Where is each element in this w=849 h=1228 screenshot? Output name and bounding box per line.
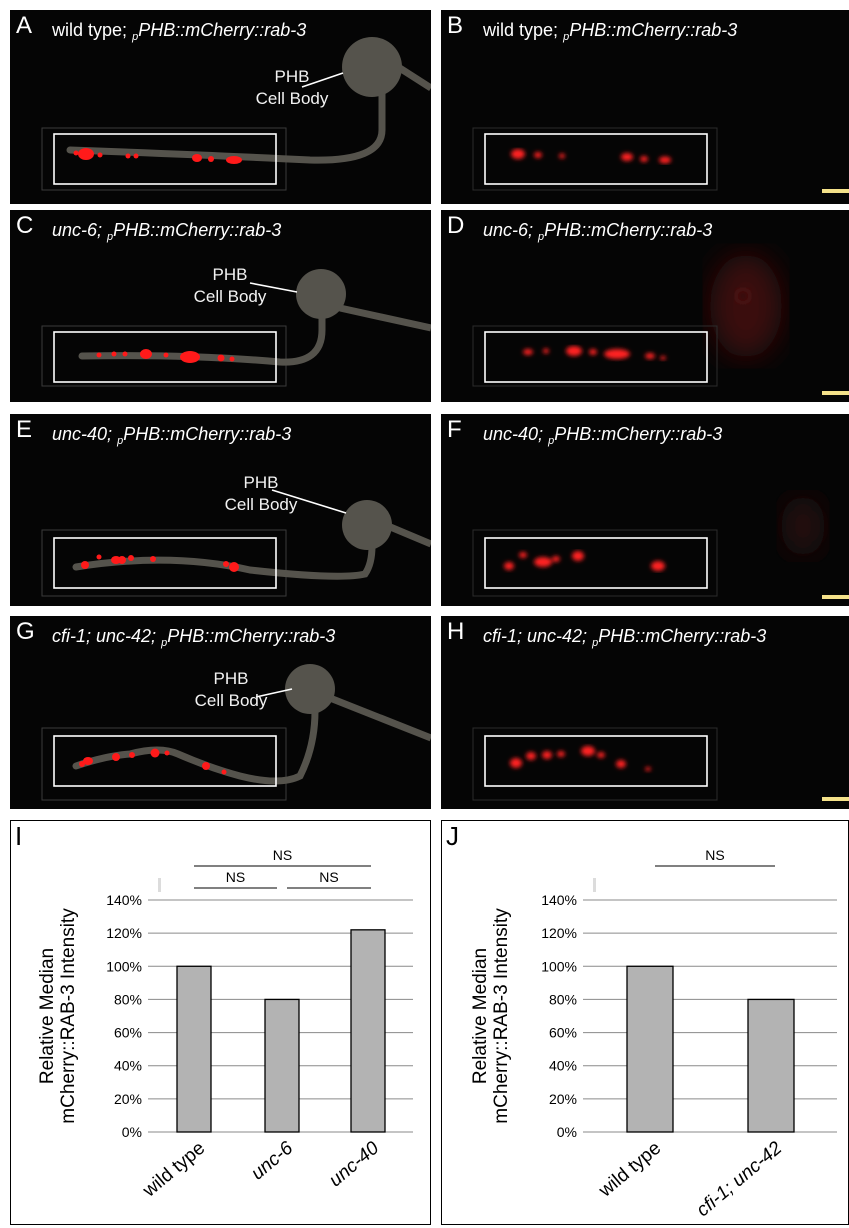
panel-title: cfi-1; unc-42; pPHB::mCherry::rab-3 [52, 626, 336, 649]
axis-mark [593, 878, 596, 892]
panel-label: A [16, 12, 33, 39]
cell-body-label: PHB Cell Body [194, 669, 268, 710]
panel-title: unc-6; pPHB::mCherry::rab-3 [52, 220, 282, 243]
y-tick-label: 100% [106, 958, 142, 974]
y-tick-label: 120% [541, 925, 577, 941]
y-axis-label: Relative MedianmCherry::RAB-3 Intensity [470, 908, 512, 1124]
panel-label: G [16, 618, 35, 645]
y-axis-label: Relative MedianmCherry::RAB-3 Intensity [37, 908, 79, 1124]
y-tick-label: 120% [106, 925, 142, 941]
micrograph [472, 727, 849, 801]
bar-chart-j: 0% 20% 40% 60% 80% 100% 120% 140% Relative Media… [470, 847, 837, 1221]
panel-label: H [447, 618, 465, 645]
micrograph [472, 496, 849, 599]
panel-title: wild type; pPHB::mCherry::rab-3 [52, 20, 307, 43]
y-tick-label: 60% [114, 1025, 142, 1041]
cell-body [296, 269, 346, 319]
panel-e-schematic: E unc-40; pPHB::mCherry::rab-3 PHB Cell B… [10, 414, 431, 606]
category-label: wild type [138, 1138, 209, 1202]
category-label: wild type [594, 1138, 665, 1202]
significance-label: NS [319, 869, 338, 885]
y-tick-label: 20% [114, 1091, 142, 1107]
significance-label: NS [226, 869, 245, 885]
cell-body-label: PHB Cell Body [255, 67, 329, 108]
panel-label: B [447, 12, 464, 39]
scale-bar [822, 391, 849, 395]
inset-box [53, 331, 277, 383]
neuron-schematic [41, 269, 431, 387]
micrograph [472, 254, 849, 395]
panel-a-schematic: A wild type; pPHB::mCherry::rab-3 PHB Cel… [10, 10, 431, 204]
category-label: cfi-1; unc-42 [693, 1137, 787, 1221]
y-tick-label: 40% [114, 1058, 142, 1074]
panel-title: cfi-1; unc-42; pPHB::mCherry::rab-3 [483, 626, 767, 649]
cell-body [342, 37, 402, 97]
bar [626, 965, 674, 1133]
y-tick-label: 60% [549, 1025, 577, 1041]
panel-label: J [446, 821, 459, 851]
bar [176, 965, 212, 1133]
axis-mark [158, 878, 161, 892]
panel-g-schematic: G cfi-1; unc-42; pPHB::mCherry::rab-3 PH… [10, 616, 431, 809]
panel-c-schematic: C unc-6; pPHB::mCherry::rab-3 PHB Cell Bo… [10, 210, 431, 402]
y-tick-label: 40% [549, 1058, 577, 1074]
panel-label: I [15, 821, 23, 851]
inset-box [53, 537, 277, 589]
y-tick-label: 80% [114, 991, 142, 1007]
neuron-schematic [41, 489, 431, 597]
panel-label: C [16, 212, 34, 239]
bar-chart-i: 0% 20% 40% 60% 80% 100% 120% 140% Relative Media… [37, 847, 413, 1202]
cell-body [285, 664, 335, 714]
panel-label: E [16, 416, 33, 443]
panel-f-micrograph: F unc-40; pPHB::mCherry::rab-3 [441, 414, 849, 606]
y-tick-label: 0% [557, 1124, 577, 1140]
scale-bar [822, 797, 849, 801]
panel-title: wild type; pPHB::mCherry::rab-3 [483, 20, 738, 43]
cell-body-label: PHB Cell Body [193, 265, 267, 306]
bar [264, 998, 300, 1133]
panel-label: F [447, 416, 462, 443]
category-label: unc-6 [247, 1137, 297, 1184]
y-tick-label: 20% [549, 1091, 577, 1107]
panel-label: D [447, 212, 465, 239]
chart-j-box: J 0% 20% 40% 60% 80% 100% 120% 140% Relative Med… [441, 820, 849, 1225]
cell-body-label: PHB Cell Body [224, 473, 298, 514]
chart-i-box: I 0% 20% 40% 60% 80% 100% 120% 140% Relative Med… [10, 820, 431, 1225]
micrograph [472, 127, 849, 193]
significance-label: NS [273, 847, 292, 863]
panel-b-micrograph: B wild type; pPHB::mCherry::rab-3 [441, 10, 849, 204]
bar [350, 929, 386, 1133]
y-tick-label: 80% [549, 991, 577, 1007]
y-tick-label: 0% [122, 1124, 142, 1140]
scale-bar [822, 189, 849, 193]
y-tick-label: 140% [106, 892, 142, 908]
significance-label: NS [705, 847, 724, 863]
panel-h-micrograph: H cfi-1; unc-42; pPHB::mCherry::rab-3 [441, 616, 849, 809]
neuron-schematic [41, 37, 431, 191]
bar [747, 998, 795, 1133]
cell-body [342, 500, 392, 550]
category-label: unc-40 [325, 1137, 383, 1191]
neuron-schematic [41, 664, 431, 801]
inset-box [53, 133, 277, 185]
inset-box [53, 735, 277, 787]
panel-title: unc-40; pPHB::mCherry::rab-3 [52, 424, 292, 447]
scale-bar [822, 595, 849, 599]
y-tick-label: 100% [541, 958, 577, 974]
panel-title: unc-40; pPHB::mCherry::rab-3 [483, 424, 723, 447]
y-tick-label: 140% [541, 892, 577, 908]
panel-d-micrograph: D unc-6; pPHB::mCherry::rab-3 [441, 210, 849, 402]
panel-title: unc-6; pPHB::mCherry::rab-3 [483, 220, 713, 243]
